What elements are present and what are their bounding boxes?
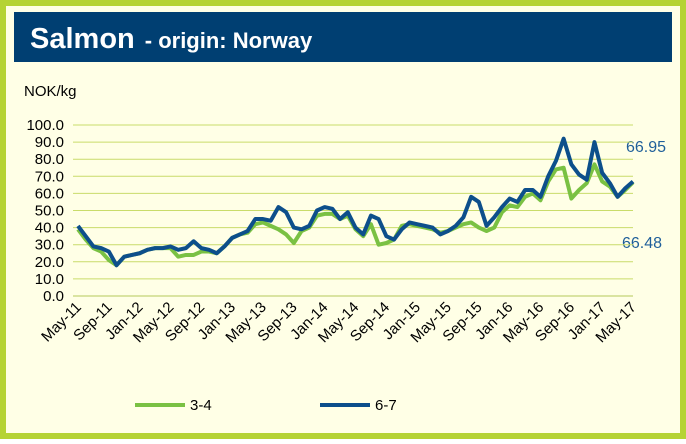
y-axis-label: NOK/kg [24,83,77,100]
y-tick-label: 100.0 [26,117,64,134]
y-tick-label: 0.0 [43,288,64,305]
annotation: 66.48 [622,235,662,252]
subtitle: - origin: Norway [145,28,313,53]
y-tick-label: 70.0 [35,168,64,185]
legend-label: 6-7 [375,397,397,414]
series-line [76,136,635,268]
chart-title: Salmon - origin: Norway [30,23,313,55]
y-tick-label: 20.0 [35,254,64,271]
y-tick-label: 80.0 [35,151,64,168]
y-tick-label: 10.0 [35,271,64,288]
y-tick-label: 90.0 [35,134,64,151]
title: Salmon [30,23,135,55]
y-tick-label: 30.0 [35,237,64,254]
legend-label: 3-4 [190,397,212,414]
header [14,12,672,62]
y-tick-label: 60.0 [35,185,64,202]
annotation: 66.95 [626,139,666,156]
y-tick-label: 50.0 [35,203,64,220]
y-tick-label: 40.0 [35,220,64,237]
